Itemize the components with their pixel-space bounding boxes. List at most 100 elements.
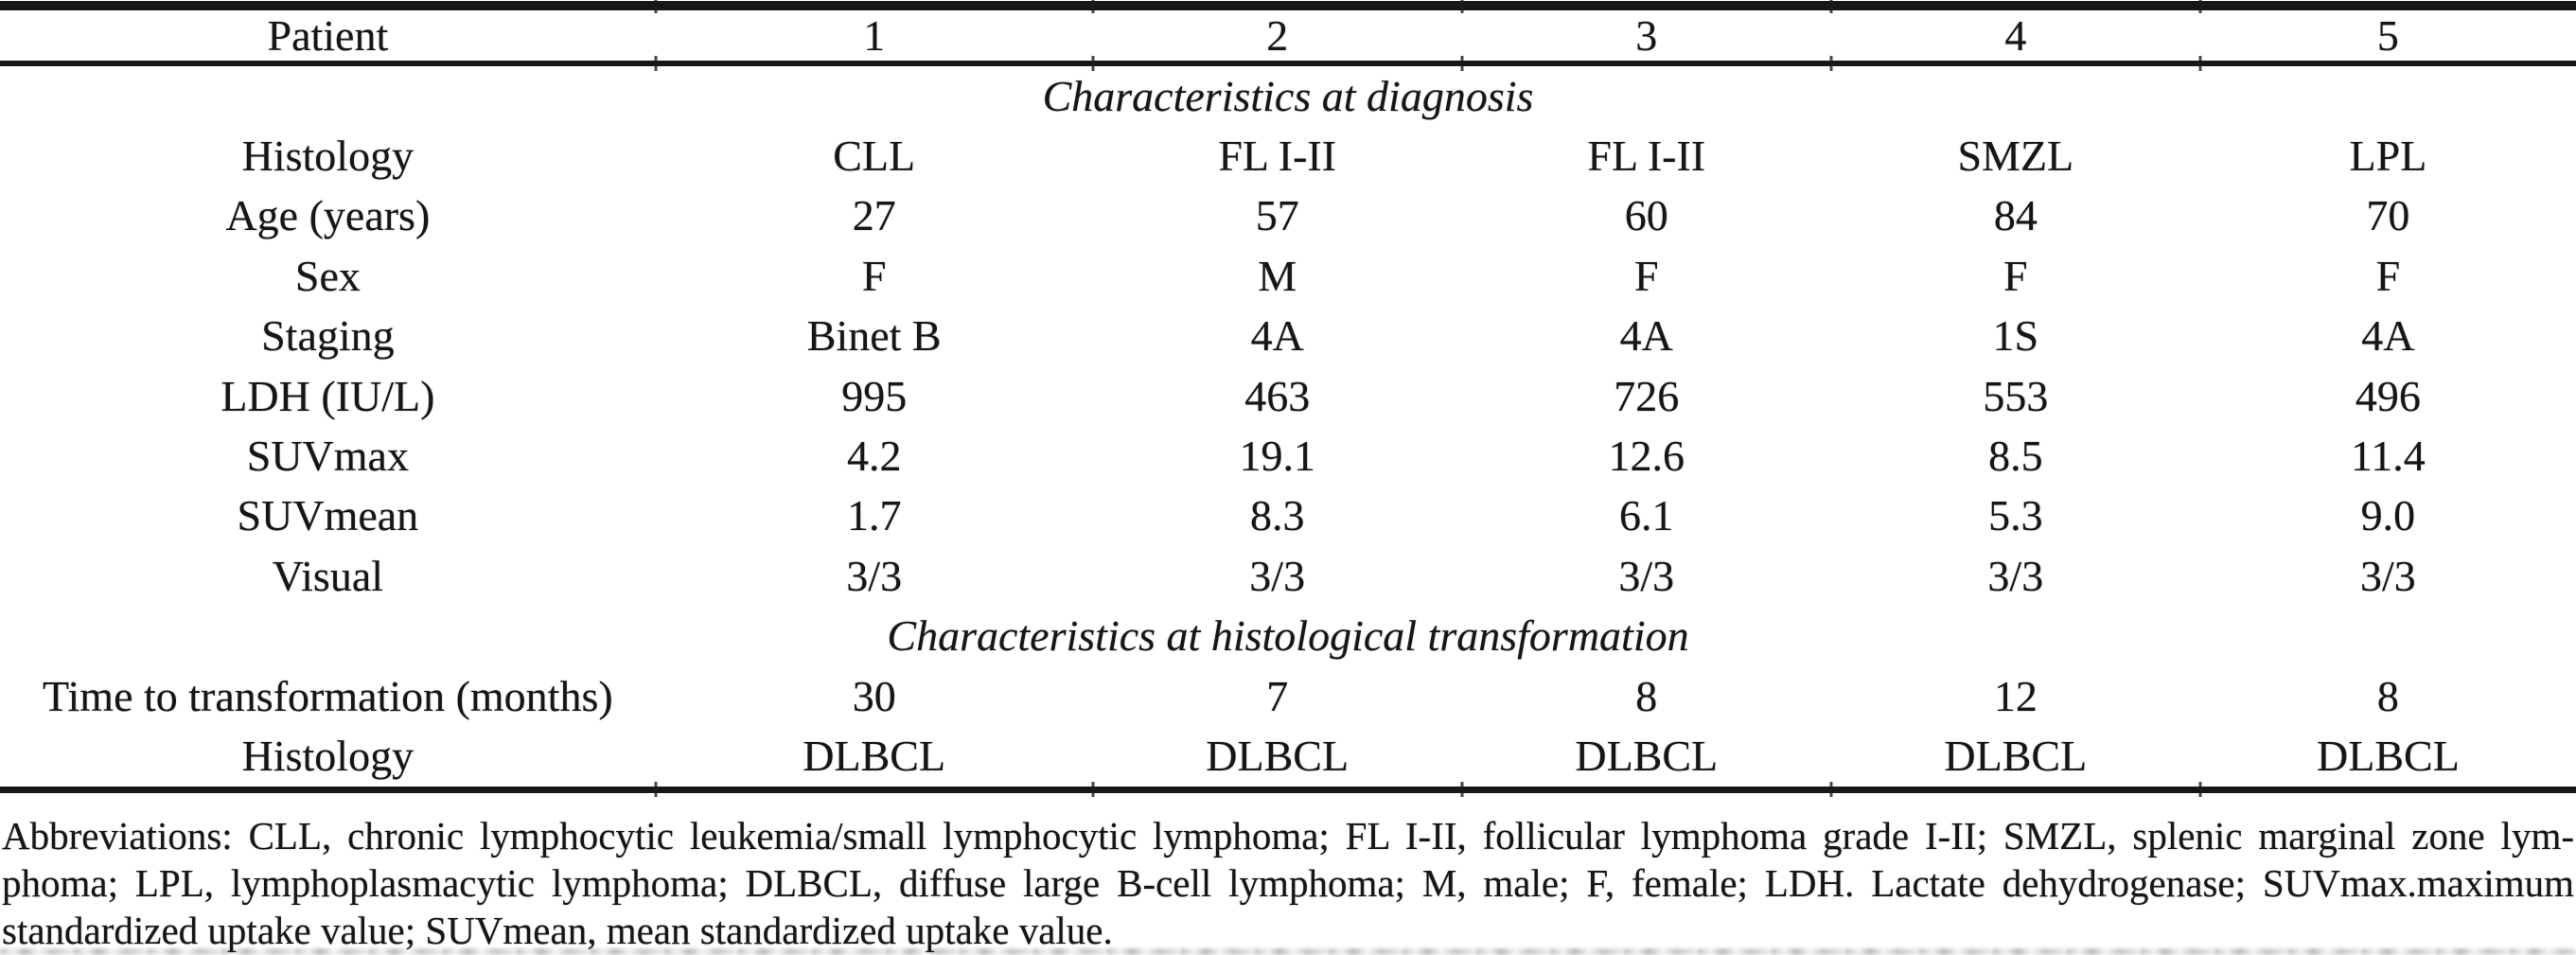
patient-characteristics-table: Patient 1 2 3 4 5 Characteristics at dia… bbox=[0, 0, 2576, 798]
cell-value: 84 bbox=[1993, 191, 2038, 240]
cell-value: CLL bbox=[833, 132, 916, 181]
cell-value: FL I-II bbox=[1218, 132, 1337, 181]
table-row: Histology CLL FL I-II FL I-II SMZL LPL bbox=[0, 126, 2576, 186]
table-bottom-rule bbox=[0, 782, 2576, 798]
table-row: SUVmean 1.7 8.3 6.1 5.3 9.0 bbox=[0, 486, 2576, 546]
footnote-line: standardized uptake value; SUVmean, mean… bbox=[2, 908, 1113, 952]
table-header-rule bbox=[0, 56, 2576, 71]
row-label: Visual bbox=[272, 551, 384, 600]
row-label: Staging bbox=[261, 311, 395, 361]
cell-value: 496 bbox=[2355, 371, 2421, 420]
cell-value: 1S bbox=[1992, 311, 2039, 361]
cell-value: 726 bbox=[1614, 371, 1680, 420]
cell-value: 8.5 bbox=[1988, 432, 2043, 481]
row-label: Histology bbox=[241, 132, 415, 181]
column-tick bbox=[2198, 0, 2202, 13]
section-title-row: Characteristics at diagnosis bbox=[0, 66, 2576, 126]
column-tick bbox=[1460, 782, 1464, 798]
row-label: Time to transformation (months) bbox=[43, 671, 613, 720]
cell-value: 7 bbox=[1266, 671, 1289, 720]
row-label: Histology bbox=[241, 731, 415, 780]
cell-value: 70 bbox=[2366, 191, 2410, 240]
column-tick bbox=[2198, 56, 2202, 71]
column-tick bbox=[1460, 0, 1464, 13]
section-title-row: Characteristics at histological transfor… bbox=[0, 607, 2576, 666]
column-tick bbox=[1460, 56, 1464, 71]
cell-value: 27 bbox=[852, 191, 896, 240]
table-row: Staging Binet B 4A 4A 1S 4A bbox=[0, 307, 2576, 366]
row-label: SUVmax bbox=[246, 432, 409, 481]
table-row: Visual 3/3 3/3 3/3 3/3 3/3 bbox=[0, 546, 2576, 606]
column-header: 4 bbox=[2004, 10, 2027, 60]
column-tick bbox=[1091, 782, 1095, 798]
table-row: Sex F M F F F bbox=[0, 246, 2576, 306]
cell-value: 8.3 bbox=[1249, 491, 1305, 540]
cell-value: 3/3 bbox=[1618, 551, 1675, 600]
column-tick bbox=[1829, 56, 1833, 71]
cell-value: 995 bbox=[841, 371, 908, 420]
column-header: 2 bbox=[1266, 10, 1289, 60]
section-title: Characteristics at diagnosis bbox=[1042, 71, 1534, 120]
cell-value: 4A bbox=[1619, 311, 1673, 361]
cell-value: M bbox=[1258, 251, 1297, 300]
column-header: 3 bbox=[1635, 10, 1658, 60]
row-label: Age (years) bbox=[225, 191, 431, 240]
cell-value: DLBCL bbox=[2317, 731, 2460, 780]
row-label: LDH (IU/L) bbox=[221, 371, 435, 420]
cell-value: 3/3 bbox=[1249, 551, 1306, 600]
table-row: Histology DLBCL DLBCL DLBCL DLBCL DLBCL bbox=[0, 726, 2576, 786]
table-row: SUVmax 4.2 19.1 12.6 8.5 11.4 bbox=[0, 426, 2576, 486]
cell-value: 12 bbox=[1993, 671, 2038, 720]
cell-value: F bbox=[861, 251, 887, 300]
cropped-next-line-remnant bbox=[0, 948, 2576, 955]
cell-value: 3/3 bbox=[1987, 551, 2044, 600]
cell-value: DLBCL bbox=[1206, 731, 1350, 780]
cell-value: F bbox=[2375, 251, 2401, 300]
cell-value: 553 bbox=[1983, 371, 2049, 420]
cell-value: 4A bbox=[2361, 311, 2415, 361]
row-label: Sex bbox=[294, 251, 361, 300]
cell-value: 9.0 bbox=[2360, 491, 2416, 540]
cell-value: DLBCL bbox=[1944, 731, 2088, 780]
header-label: Patient bbox=[267, 10, 389, 60]
column-tick bbox=[1829, 0, 1833, 13]
cell-value: 4.2 bbox=[846, 432, 902, 481]
column-header: 1 bbox=[863, 10, 886, 60]
cell-value: FL I-II bbox=[1587, 132, 1706, 181]
table-row: Time to transformation (months) 30 7 8 1… bbox=[0, 666, 2576, 726]
cell-value: SMZL bbox=[1957, 132, 2074, 181]
cell-value: 8 bbox=[2376, 671, 2399, 720]
cell-value: 57 bbox=[1255, 191, 1299, 240]
cell-value: DLBCL bbox=[1575, 731, 1719, 780]
cell-value: 8 bbox=[1635, 671, 1658, 720]
footnote-line: phoma; LPL, lymphoplasmacytic lymphoma; … bbox=[2, 860, 2574, 905]
cell-value: 1.7 bbox=[846, 491, 902, 540]
cell-value: 4A bbox=[1250, 311, 1304, 361]
table-top-rule bbox=[0, 0, 2576, 13]
table-row: Age (years) 27 57 60 84 70 bbox=[0, 186, 2576, 246]
cell-value: LPL bbox=[2349, 132, 2427, 181]
section-title: Characteristics at histological transfor… bbox=[887, 611, 1689, 661]
cell-value: 19.1 bbox=[1239, 432, 1315, 481]
cell-value: F bbox=[2003, 251, 2028, 300]
cell-value: 3/3 bbox=[846, 551, 903, 600]
cell-value: Binet B bbox=[806, 311, 942, 361]
column-tick bbox=[654, 0, 658, 13]
abbreviations-footnote: Abbreviations: CLL, chronic lymphocytic … bbox=[0, 812, 2576, 954]
column-tick bbox=[2198, 782, 2202, 798]
column-tick bbox=[654, 56, 658, 71]
cell-value: 463 bbox=[1244, 371, 1311, 420]
cell-value: 11.4 bbox=[2351, 432, 2426, 481]
column-tick bbox=[1829, 782, 1833, 798]
cell-value: 5.3 bbox=[1988, 491, 2043, 540]
cell-value: 12.6 bbox=[1608, 432, 1685, 481]
column-tick bbox=[1091, 56, 1095, 71]
table-row: LDH (IU/L) 995 463 726 553 496 bbox=[0, 366, 2576, 426]
cell-value: 3/3 bbox=[2360, 551, 2416, 600]
cell-value: DLBCL bbox=[803, 731, 946, 780]
column-header: 5 bbox=[2376, 10, 2399, 60]
cell-value: 6.1 bbox=[1619, 491, 1674, 540]
column-tick bbox=[1091, 0, 1095, 13]
column-tick bbox=[654, 782, 658, 798]
